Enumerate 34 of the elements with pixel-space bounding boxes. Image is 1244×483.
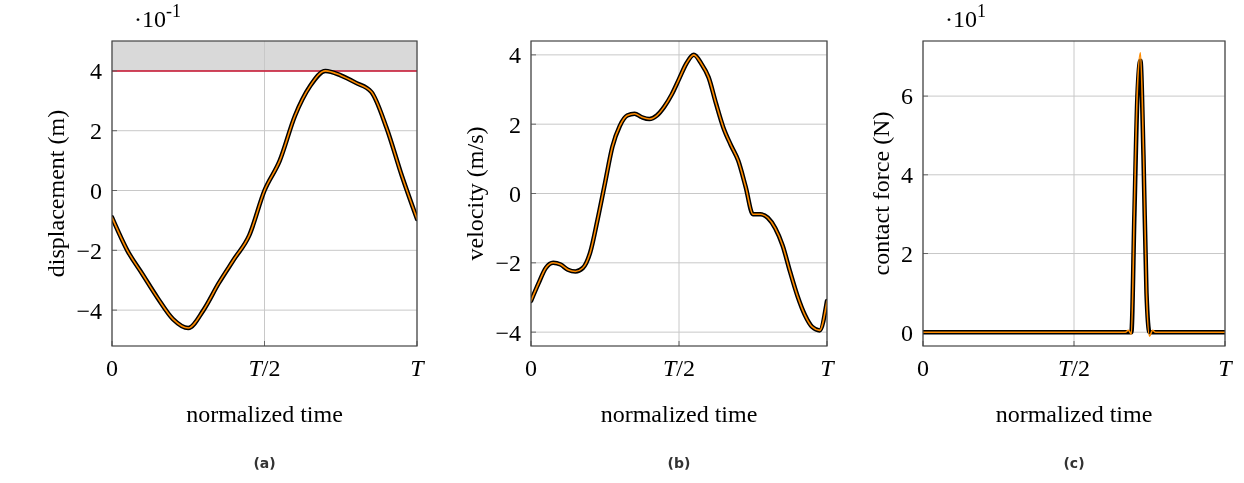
y-tick-label: 2 [90, 118, 102, 145]
y-tick-label: 0 [509, 180, 521, 207]
y-tick-label: 0 [90, 177, 102, 204]
x-tick-label: T/2 [662, 355, 696, 381]
x-tick-label: 0 [525, 355, 537, 381]
x-tick-label: T [410, 355, 426, 381]
x-tick-label: T/2 [1057, 355, 1091, 381]
y-axis-title: velocity (m/s) [462, 126, 489, 261]
x-tick-label: T [1218, 355, 1234, 381]
text: ·10$^{1}$ [945, 1, 986, 32]
y-tick-label: 4 [90, 58, 102, 85]
x-tick-label: T [820, 355, 836, 381]
y-tick-label: −2 [495, 250, 521, 277]
y-tick-label: 2 [901, 240, 913, 267]
y-tick-label: −2 [76, 237, 102, 264]
text: ·10$^{-1}$ [134, 1, 181, 32]
y-tick-label: 0 [901, 319, 913, 346]
y-axis-title: contact force (N) [868, 111, 894, 276]
x-tick-label: T/2 [248, 355, 281, 381]
x-axis-title: normalized time [600, 401, 758, 427]
y-tick-label: 2 [509, 111, 521, 138]
x-axis-title: normalized time [186, 401, 343, 427]
x-axis-title: normalized time [995, 401, 1153, 427]
text: (a) [253, 455, 276, 471]
y-tick-label: 4 [901, 162, 913, 189]
y-axis-title: displacement (m) [43, 109, 70, 278]
y-tick-label: −4 [495, 319, 521, 346]
x-tick-label: 0 [106, 355, 118, 381]
y-tick-label: −4 [76, 297, 102, 324]
text: (b) [667, 455, 691, 471]
y-tick-label: 4 [509, 42, 521, 69]
x-tick-label: 0 [917, 355, 929, 381]
y-tick-label: 6 [901, 83, 913, 110]
text: (c) [1063, 455, 1085, 471]
